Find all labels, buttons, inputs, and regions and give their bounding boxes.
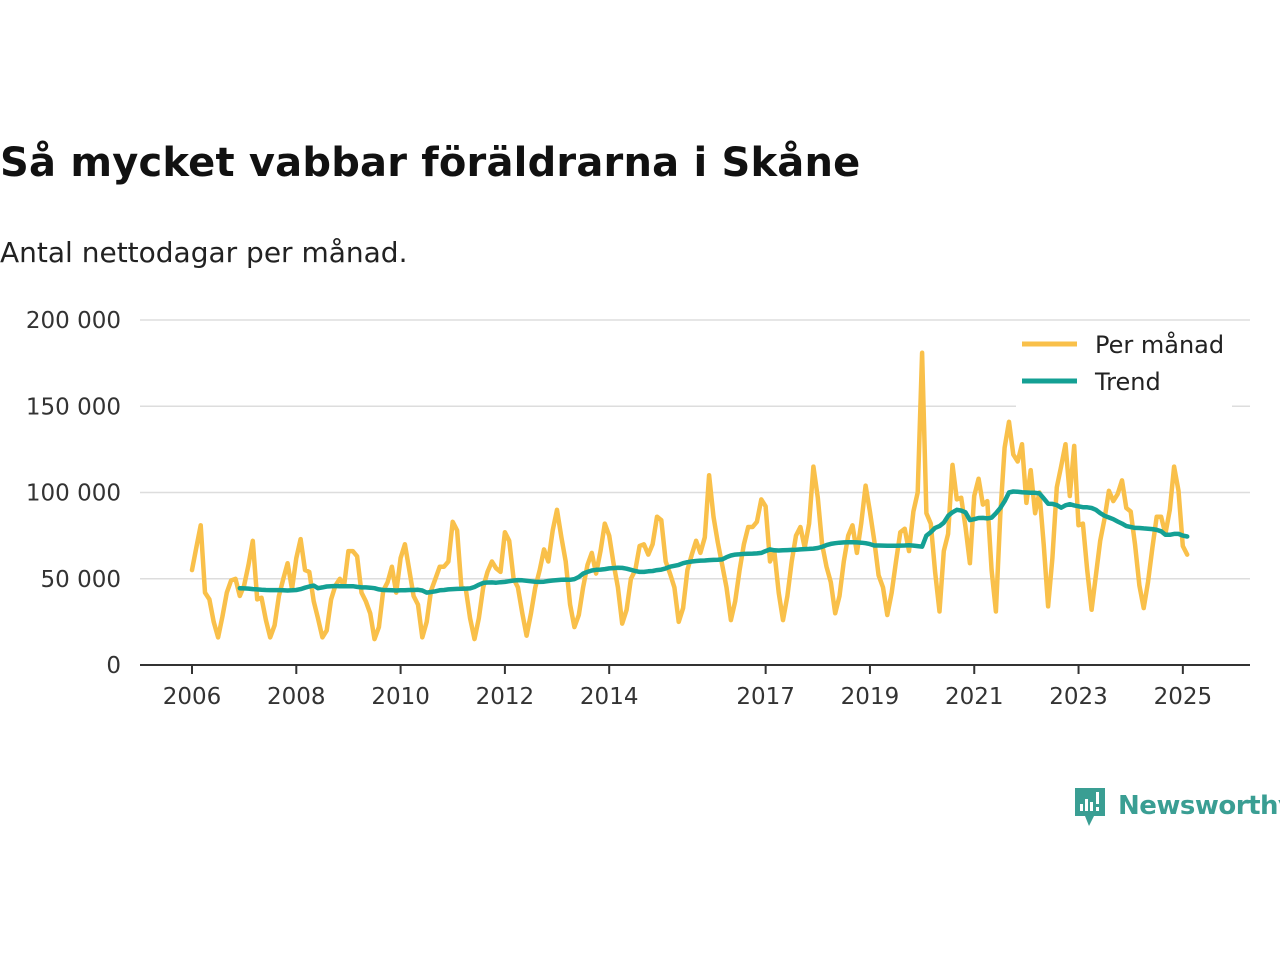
legend-label-per-manad: Per månad xyxy=(1095,330,1224,359)
brand-name: Newsworthy xyxy=(1118,791,1280,821)
brand-logo: Newsworthy xyxy=(1072,784,1280,828)
line-chart: 0 50 000 100 000 150 000 200 000 2006 2008 201… xyxy=(26,308,1250,710)
series-trend-line xyxy=(237,489,1190,595)
x-tick-label: 2019 xyxy=(841,684,900,710)
x-tick-label: 2014 xyxy=(580,684,639,710)
chart-title: Så mycket vabbar föräldrarna i Skåne xyxy=(0,140,861,186)
legend-label-trend: Trend xyxy=(1094,368,1161,396)
x-tick-label: 2017 xyxy=(736,684,795,710)
chart-subtitle: Antal nettodagar per månad. xyxy=(0,236,408,269)
x-tick-label: 2012 xyxy=(476,684,535,710)
y-tick-label: 200 000 xyxy=(26,308,121,334)
x-tick-label: 2010 xyxy=(371,684,430,710)
grid-lines xyxy=(140,319,1250,666)
x-tick-label: 2021 xyxy=(945,684,1004,710)
y-axis-ticks: 0 50 000 100 000 150 000 200 000 xyxy=(26,308,121,679)
y-tick-label: 150 000 xyxy=(26,394,121,420)
x-tick-label: 2023 xyxy=(1049,684,1108,710)
x-tick-label: 2006 xyxy=(163,684,222,710)
y-tick-label: 50 000 xyxy=(41,567,121,593)
x-axis-ticks: 2006 2008 2010 2012 2014 2017 2019 2021 2023 2025 xyxy=(163,665,1212,710)
legend-background xyxy=(1016,324,1232,410)
y-tick-label: 0 xyxy=(106,653,121,679)
series-lines xyxy=(189,350,1190,642)
legend: Per månad Trend xyxy=(1016,324,1232,410)
x-tick-label: 2025 xyxy=(1154,684,1213,710)
newsworthy-logo-icon xyxy=(1075,788,1105,826)
x-tick-label: 2008 xyxy=(267,684,326,710)
y-tick-label: 100 000 xyxy=(26,481,121,507)
